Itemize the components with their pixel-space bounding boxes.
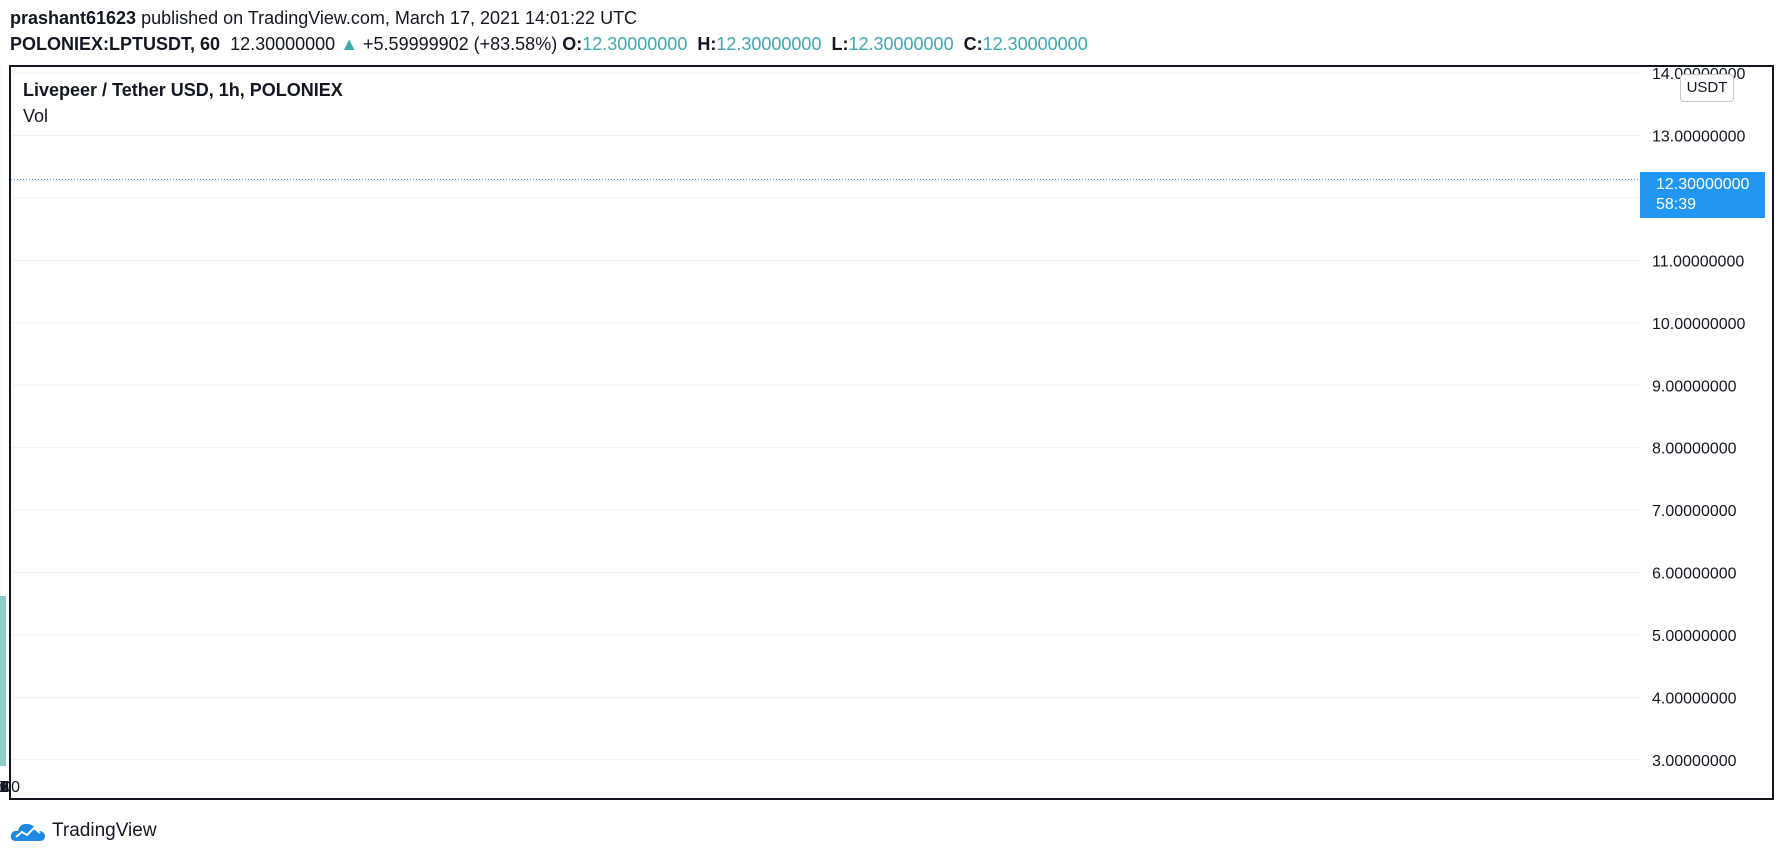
publish-line: prashant61623 published on TradingView.c…: [10, 8, 637, 29]
last-price: 12.30000000: [230, 34, 336, 54]
high-label: H:: [697, 34, 717, 54]
brand-name: TradingView: [52, 820, 157, 841]
y-tick-label: 13.00000000: [1652, 129, 1746, 146]
chart-title: Livepeer / Tether USD, 1h, POLONIEX: [23, 80, 343, 100]
x-tick-label: 16: [0, 779, 9, 796]
y-tick-label: 3.00000000: [1652, 753, 1737, 770]
low-value: 12.30000000: [848, 34, 954, 54]
close-value: 12.30000000: [982, 34, 1088, 54]
bar-countdown: 58:39: [1656, 196, 1697, 213]
tradingview-logo[interactable]: TradingView: [10, 816, 157, 846]
y-tick-label: 7.00000000: [1652, 503, 1737, 520]
volume-legend: Vol: [23, 106, 49, 126]
x-tick-label: 11: [0, 779, 8, 796]
low-label: L:: [831, 34, 849, 54]
x-tick-label: 12: [0, 779, 9, 796]
high-value: 12.30000000: [716, 34, 822, 54]
tradingview-cloud-icon: [10, 823, 45, 841]
y-tick-label: 8.00000000: [1652, 441, 1737, 458]
author-name[interactable]: prashant61623: [10, 8, 137, 28]
currency-unit-button[interactable]: USDT: [1680, 74, 1734, 102]
y-tick-label: 11.00000000: [1652, 253, 1744, 270]
volume-bar: [0, 763, 6, 766]
price-change: +5.59999902 (+83.58%): [363, 34, 558, 54]
symbol-name: POLONIEX:LPTUSDT, 60: [10, 34, 221, 54]
symbol-line: POLONIEX:LPTUSDT, 60 12.30000000 ▲ +5.59…: [10, 34, 1088, 55]
y-tick-label: 6.00000000: [1652, 566, 1737, 583]
x-tick-label: 18: [0, 779, 9, 796]
x-tick-label: 14: [0, 779, 9, 796]
y-tick-label: 4.00000000: [1652, 690, 1737, 707]
last-price-label: 12.30000000 58:39: [1640, 172, 1765, 218]
open-value: 12.30000000: [582, 34, 688, 54]
triangle-up-icon: ▲: [340, 34, 359, 54]
last-price-value: 12.30000000: [1656, 176, 1750, 193]
open-label: O:: [562, 34, 583, 54]
y-tick-label: 9.00000000: [1652, 378, 1737, 395]
x-tick-label: 8: [0, 779, 5, 796]
x-tick-label: 10: [0, 779, 9, 796]
x-tick-label: 17: [0, 779, 9, 796]
chart-frame: [9, 65, 1774, 800]
x-tick-label: 15: [0, 779, 9, 796]
y-tick-label: 5.00000000: [1652, 628, 1737, 645]
volume-bar: [0, 631, 6, 766]
close-label: C:: [963, 34, 983, 54]
y-tick-label: 10.00000000: [1652, 316, 1746, 333]
published-text: published on TradingView.com, March 17, …: [141, 8, 638, 28]
